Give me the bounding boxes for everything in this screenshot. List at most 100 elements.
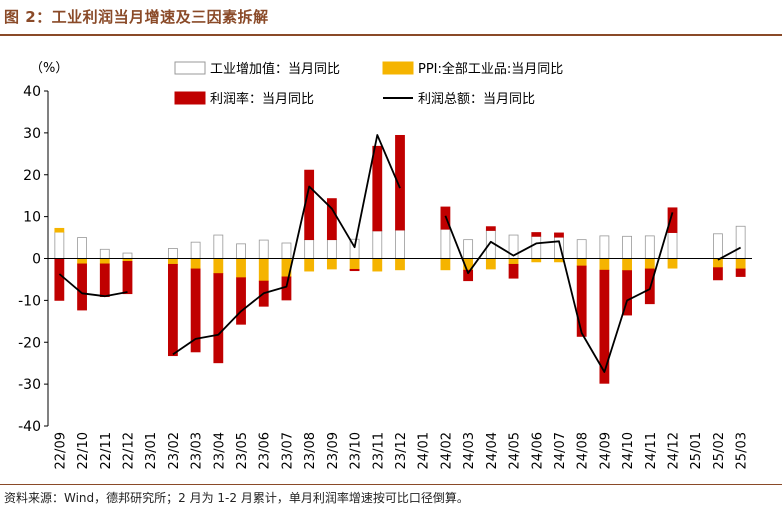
x-tick-label: 24/02 — [439, 432, 454, 469]
bar-ppi — [440, 258, 451, 271]
x-tick-label: 24/08 — [576, 432, 591, 469]
bar-ppi — [99, 258, 110, 265]
source-note: 资料来源：Wind，德邦研究所；2 月为 1-2 月累计，单月利润率增速按可比口… — [4, 491, 469, 505]
x-tick-label: 22/10 — [76, 432, 91, 469]
bar-value-added — [213, 234, 224, 259]
bar-ppi — [735, 258, 746, 270]
bar-value-added — [735, 225, 746, 259]
bar-value-added — [372, 230, 383, 259]
y-tick-label: -40 — [18, 419, 41, 435]
bar-profit-margin — [395, 134, 405, 231]
bar-value-added — [644, 235, 655, 259]
bar-ppi — [554, 258, 564, 263]
bar-profit-margin — [485, 226, 496, 231]
y-tick-label: 0 — [32, 252, 41, 268]
y-tick-label: 10 — [23, 210, 41, 226]
bar-ppi — [395, 258, 405, 271]
x-tick-label: 23/03 — [190, 432, 205, 469]
bar-ppi — [485, 258, 496, 270]
y-tick-label: -10 — [18, 293, 41, 309]
bar-value-added — [713, 233, 723, 259]
bar-value-added — [304, 239, 315, 259]
bar-profit-margin — [304, 169, 315, 241]
legend-swatch-ppi — [382, 61, 414, 75]
bar-profit-margin — [54, 258, 65, 301]
legend-label-ppi: PPI:全部工业品:当月同比 — [418, 61, 563, 77]
y-tick-label: 40 — [23, 84, 41, 100]
bar-profit-margin — [326, 198, 337, 241]
bar-profit-margin — [77, 263, 87, 311]
bar-profit-margin — [99, 263, 110, 298]
bar-profit-margin — [531, 232, 542, 237]
bar-profit-margin — [576, 265, 587, 337]
legend-label-profit-margin: 利润率：当月同比 — [210, 91, 314, 107]
bar-value-added — [281, 242, 292, 259]
x-tick-label: 25/02 — [712, 432, 727, 469]
bar-profit-margin — [213, 273, 224, 364]
bar-value-added — [576, 239, 587, 259]
bar-profit-margin — [622, 270, 632, 316]
x-tick-label: 24/04 — [485, 432, 500, 469]
figure-title: 图 2：工业利润当月增速及三因素拆解 — [4, 8, 269, 26]
y-tick-label: 20 — [23, 168, 41, 184]
bar-value-added — [395, 229, 405, 259]
legend-label-total-profit: 利润总额：当月同比 — [418, 92, 535, 107]
bar-profit-margin — [372, 145, 383, 232]
x-tick-label: 23/01 — [144, 432, 159, 469]
x-tick-label: 24/11 — [644, 432, 659, 469]
y-tick-label: 30 — [23, 126, 41, 142]
source-divider — [0, 484, 782, 485]
x-tick-label: 22/11 — [99, 432, 114, 469]
bar-ppi — [54, 227, 65, 233]
bar-ppi — [77, 258, 87, 265]
bar-ppi — [326, 258, 337, 270]
bar-value-added — [326, 239, 337, 259]
bar-ppi — [531, 258, 542, 263]
x-tick-label: 24/05 — [508, 432, 523, 469]
x-tick-label: 24/09 — [598, 432, 613, 469]
x-tick-label: 24/12 — [667, 432, 682, 469]
x-tick-label: 23/05 — [235, 432, 250, 469]
x-tick-label: 23/07 — [280, 432, 295, 469]
bar-ppi — [304, 258, 315, 272]
bar-ppi — [258, 258, 269, 282]
x-tick-label: 24/01 — [417, 432, 432, 469]
x-tick-label: 23/11 — [371, 432, 386, 469]
bar-profit-margin — [667, 207, 678, 233]
x-tick-label: 22/12 — [121, 432, 136, 469]
legend-swatch-profit-margin — [174, 91, 206, 105]
line-total-profit — [58, 134, 742, 373]
bar-profit-margin — [554, 232, 564, 238]
x-tick-label: 23/10 — [349, 432, 364, 469]
x-tick-label: 23/08 — [303, 432, 318, 469]
bar-profit-margin — [735, 268, 746, 277]
bar-ppi — [349, 258, 360, 270]
y-tick-label: -30 — [18, 377, 41, 393]
bar-value-added — [667, 232, 678, 259]
bar-ppi — [599, 258, 610, 271]
bar-ppi — [168, 258, 178, 265]
y-tick-label: -20 — [18, 335, 41, 351]
bar-value-added — [531, 235, 542, 259]
bar-ppi — [190, 258, 201, 270]
bar-value-added — [77, 237, 87, 259]
bar-profit-margin — [122, 261, 133, 295]
bar-value-added — [54, 231, 65, 259]
bar-value-added — [122, 252, 133, 259]
bar-value-added — [190, 241, 201, 259]
bar-ppi — [372, 258, 383, 272]
legend-label-value-added: 工业增加值：当月同比 — [210, 61, 340, 77]
x-tick-label: 24/06 — [530, 432, 545, 469]
x-tick-label: 23/06 — [258, 432, 273, 469]
bar-ppi — [713, 258, 723, 269]
bar-value-added — [622, 235, 632, 259]
bar-value-added — [440, 228, 451, 259]
bar-ppi — [576, 258, 587, 267]
bar-ppi — [508, 258, 519, 265]
legend-swatch-value-added — [174, 61, 206, 75]
x-tick-label: 23/12 — [394, 432, 409, 469]
bar-ppi — [622, 258, 632, 272]
bar-value-added — [599, 235, 610, 259]
title-divider — [0, 34, 782, 36]
x-tick-label: 25/01 — [689, 432, 704, 469]
